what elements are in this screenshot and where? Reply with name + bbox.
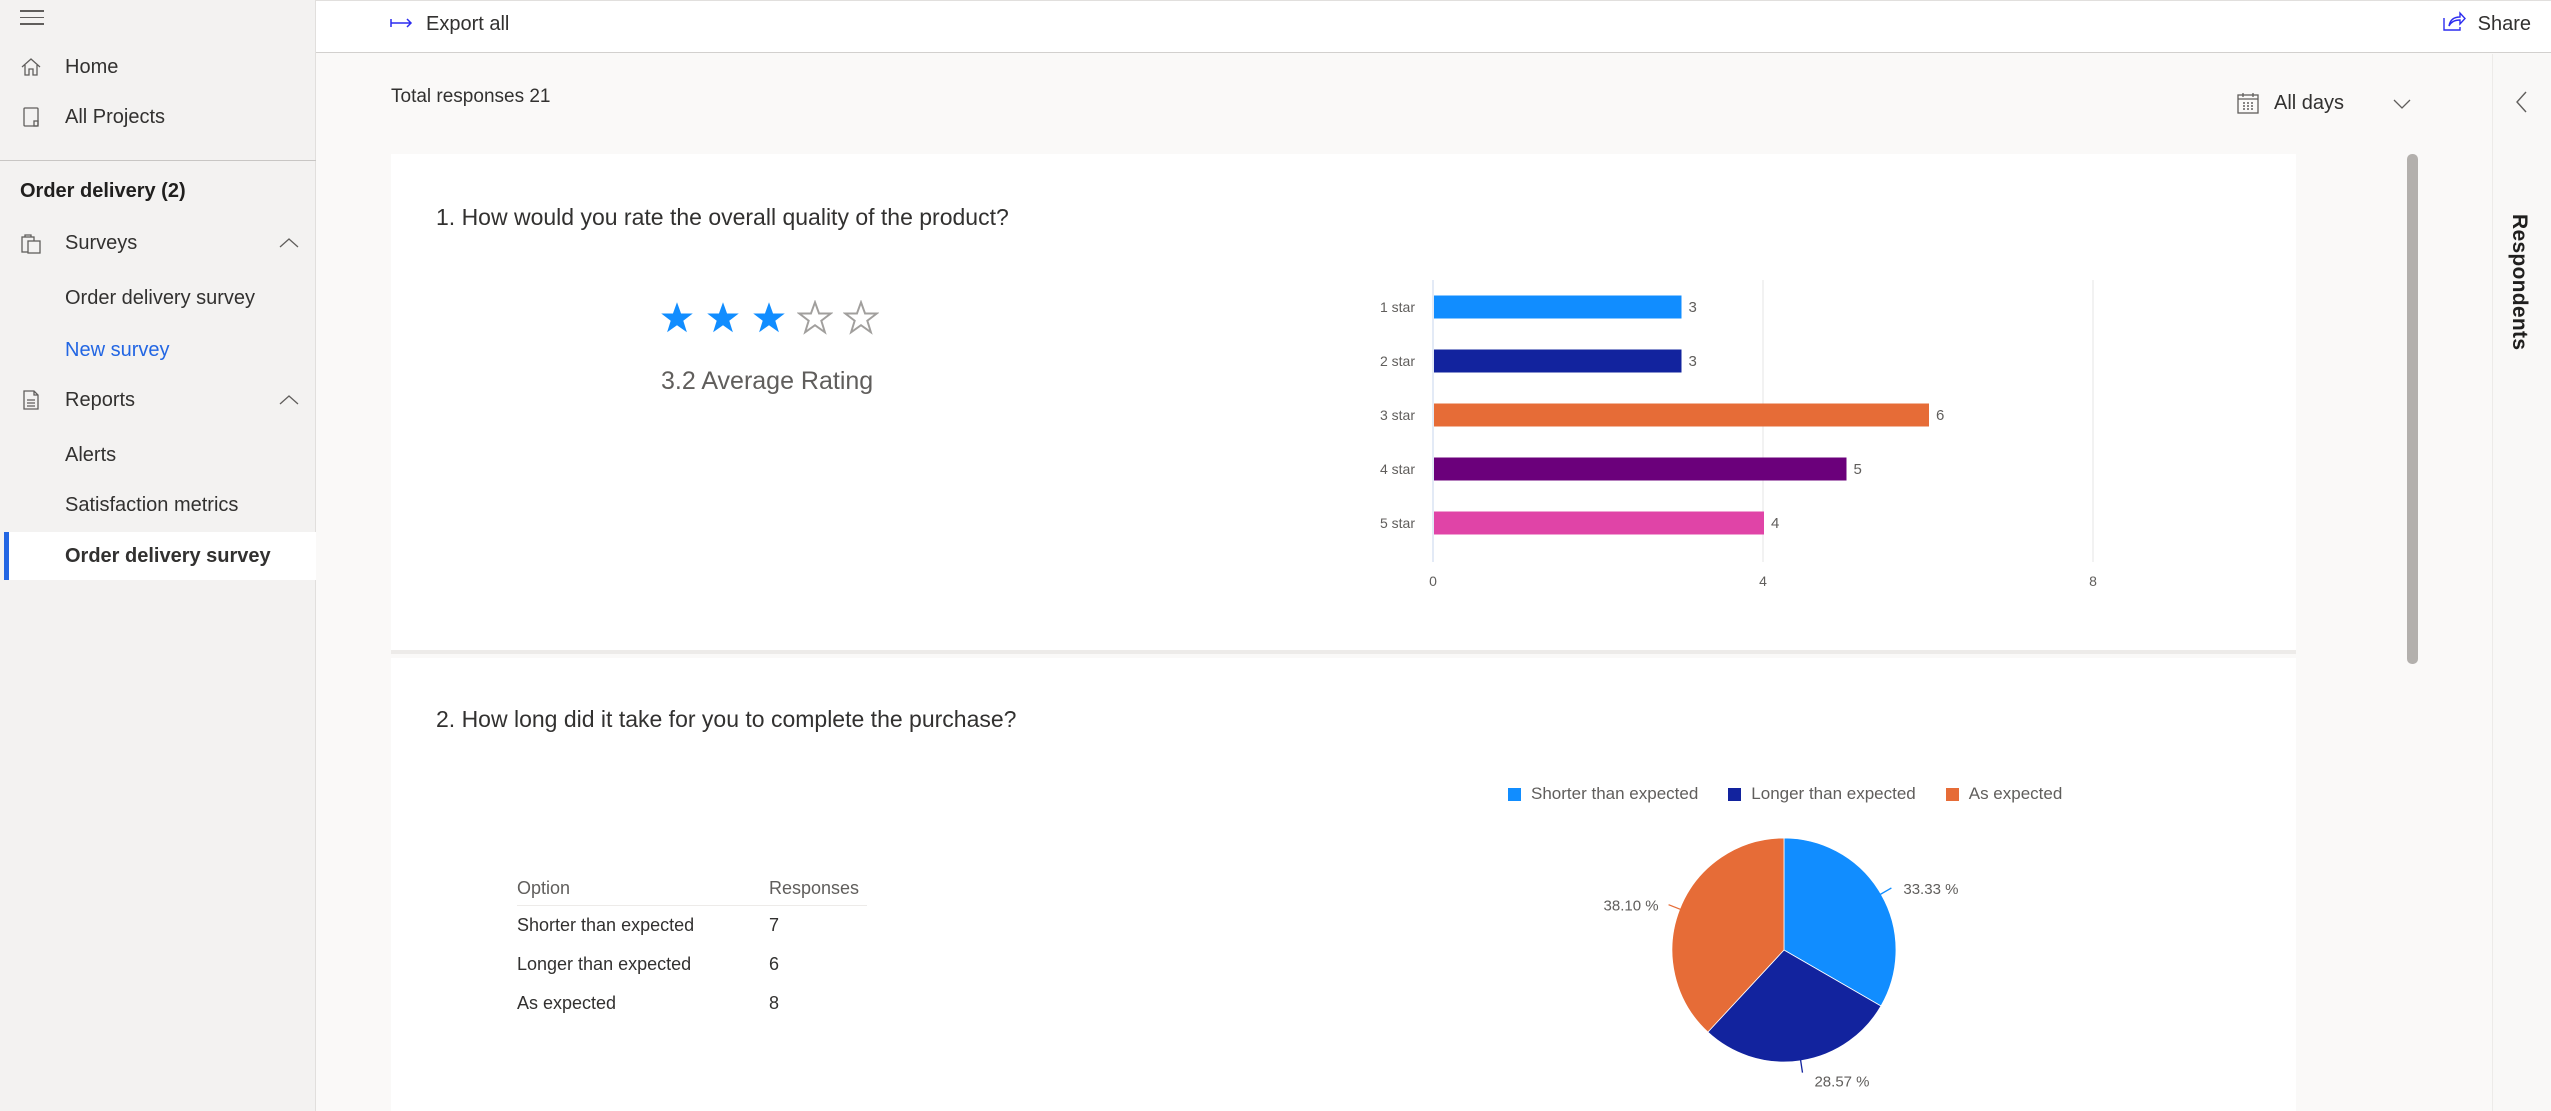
- legend-label: Shorter than expected: [1531, 784, 1699, 803]
- chevron-up-icon[interactable]: [278, 389, 300, 411]
- legend-swatch: [1945, 787, 1959, 801]
- bar: [1434, 295, 1682, 319]
- nav-surveys-label: Surveys: [65, 231, 138, 254]
- export-all-label: Export all: [426, 12, 510, 35]
- date-range-value: All days: [2274, 91, 2345, 114]
- legend-label: Longer than expected: [1751, 784, 1916, 803]
- calendar-icon: [2236, 91, 2260, 115]
- export-all-button[interactable]: Export all: [390, 9, 509, 39]
- star-filled-icon: [661, 302, 693, 333]
- svg-text:28.57 %: 28.57 %: [1814, 1074, 1869, 1091]
- nav-home-label: Home: [65, 55, 119, 78]
- star-rating: [659, 300, 879, 336]
- star-empty-icon: [843, 300, 879, 335]
- nav-reports-label: Reports: [65, 388, 136, 411]
- left-navigation: Home All Projects Order delivery (2) Sur…: [0, 0, 316, 1111]
- chevron-up-icon[interactable]: [278, 232, 300, 254]
- nav-all-projects[interactable]: All Projects: [0, 92, 316, 142]
- responses-cell: 8: [769, 993, 780, 1013]
- document-icon: [20, 389, 42, 411]
- svg-text:4 star: 4 star: [1380, 461, 1415, 477]
- export-arrow-icon: [390, 13, 414, 36]
- svg-text:1 star: 1 star: [1380, 299, 1415, 315]
- question-card-1: 1. How would you rate the overall qualit…: [391, 154, 2296, 654]
- question-title: 1. How would you rate the overall qualit…: [436, 204, 1009, 230]
- nav-reports[interactable]: Reports: [0, 375, 316, 425]
- svg-text:3: 3: [1689, 353, 1697, 370]
- nav-order-delivery-survey[interactable]: Order delivery survey: [65, 286, 256, 309]
- svg-text:3 star: 3 star: [1380, 407, 1415, 423]
- svg-text:4: 4: [1759, 573, 1767, 589]
- svg-text:3: 3: [1689, 299, 1697, 316]
- project-group-title: Order delivery (2): [20, 180, 186, 202]
- nav-order-delivery-survey-report[interactable]: Order delivery survey: [4, 532, 316, 580]
- home-icon: [20, 56, 42, 78]
- content-scrollbar[interactable]: [2407, 154, 2418, 664]
- option-cell: As expected: [517, 993, 617, 1013]
- pie-legend: Shorter than expected Longer than expect…: [1508, 784, 2062, 804]
- bar: [1434, 403, 1929, 427]
- column-header-responses: Responses: [769, 870, 867, 906]
- star-filled-icon: [753, 302, 785, 333]
- nav-alerts[interactable]: Alerts: [65, 443, 117, 466]
- responses-cell: 7: [769, 915, 780, 935]
- hamburger-menu-icon[interactable]: [20, 10, 44, 26]
- total-responses: Total responses 21: [391, 86, 551, 107]
- rating-bar-chart: 0 4 8 1 star 3 2 star 3 3 star 6 4 star 5 5 star 4: [1380, 280, 2097, 589]
- svg-text:5: 5: [1854, 461, 1862, 478]
- table-row: Longer than expected 6: [517, 945, 867, 984]
- completion-time-pie-chart: 33.33 % 28.57 % 38.10 %: [1604, 837, 1958, 1091]
- legend-label: As expected: [1968, 784, 2063, 803]
- nav-home[interactable]: Home: [0, 42, 316, 92]
- projects-icon: [20, 106, 42, 128]
- legend-swatch: [1508, 787, 1521, 801]
- chevron-left-icon[interactable]: [2513, 90, 2531, 114]
- responses-cell: 6: [769, 954, 780, 974]
- legend-item[interactable]: Longer than expected: [1728, 784, 1916, 804]
- responses-table: Option Responses Shorter than expected 7…: [517, 870, 867, 1023]
- table-row: As expected 8: [517, 984, 867, 1023]
- svg-text:33.33 %: 33.33 %: [1903, 881, 1958, 898]
- column-header-option: Option: [517, 870, 769, 906]
- svg-text:38.10 %: 38.10 %: [1604, 898, 1659, 915]
- chevron-down-icon: [2392, 94, 2412, 117]
- bar: [1434, 349, 1682, 373]
- respondents-panel: Respondents: [2492, 54, 2550, 1111]
- nav-new-survey[interactable]: New survey: [65, 338, 170, 361]
- respondents-tab[interactable]: Respondents: [2508, 214, 2531, 351]
- legend-item[interactable]: As expected: [1945, 784, 2063, 804]
- share-button[interactable]: Share: [2442, 9, 2531, 39]
- bar: [1434, 511, 1764, 535]
- star-filled-icon: [707, 302, 739, 333]
- svg-text:5 star: 5 star: [1380, 515, 1415, 531]
- svg-text:2 star: 2 star: [1380, 353, 1415, 369]
- date-range-dropdown[interactable]: All days: [2236, 88, 2412, 118]
- legend-swatch: [1728, 787, 1742, 801]
- option-cell: Longer than expected: [517, 954, 692, 974]
- star-empty-icon: [797, 300, 833, 335]
- bar: [1434, 457, 1847, 481]
- svg-text:0: 0: [1429, 573, 1437, 589]
- svg-text:8: 8: [2089, 573, 2097, 589]
- average-rating: 3.2 Average Rating: [661, 367, 874, 395]
- sidebar-divider: [0, 160, 316, 161]
- clipboard-icon: [20, 232, 42, 254]
- nav-surveys[interactable]: Surveys: [0, 218, 316, 268]
- share-label: Share: [2477, 12, 2531, 35]
- share-icon: [2442, 10, 2466, 38]
- command-bar: Export all Share: [316, 0, 2551, 53]
- svg-text:6: 6: [1936, 407, 1944, 424]
- nav-all-projects-label: All Projects: [65, 105, 166, 128]
- svg-text:4: 4: [1771, 515, 1779, 532]
- question-card-2: 2. How long did it take for you to compl…: [391, 658, 2296, 1111]
- legend-item[interactable]: Shorter than expected: [1508, 784, 1698, 804]
- nav-satisfaction-metrics[interactable]: Satisfaction metrics: [65, 493, 239, 516]
- table-row: Shorter than expected 7: [517, 906, 867, 946]
- option-cell: Shorter than expected: [517, 915, 695, 935]
- question-title: 2. How long did it take for you to compl…: [436, 706, 1017, 732]
